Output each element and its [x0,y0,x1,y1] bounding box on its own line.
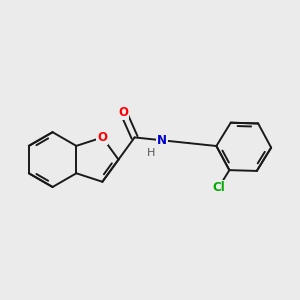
Text: O: O [118,106,128,119]
Text: H: H [147,148,155,158]
Text: O: O [98,131,107,144]
Text: N: N [157,134,167,147]
Text: Cl: Cl [212,181,225,194]
